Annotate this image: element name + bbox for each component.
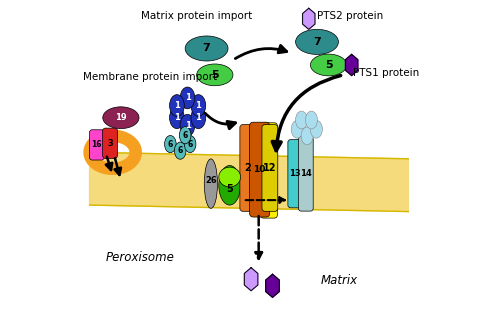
FancyBboxPatch shape — [249, 122, 269, 217]
FancyBboxPatch shape — [240, 125, 255, 211]
Ellipse shape — [305, 111, 317, 129]
Ellipse shape — [191, 107, 205, 128]
Ellipse shape — [218, 167, 240, 187]
Ellipse shape — [310, 120, 322, 138]
Ellipse shape — [102, 107, 139, 128]
Ellipse shape — [180, 87, 194, 109]
FancyBboxPatch shape — [298, 136, 312, 211]
Ellipse shape — [164, 135, 176, 153]
Text: PTS2 protein: PTS2 protein — [316, 11, 383, 21]
Ellipse shape — [291, 120, 303, 138]
Text: 1: 1 — [184, 121, 190, 130]
Text: Matrix: Matrix — [320, 274, 357, 287]
Text: 19: 19 — [115, 113, 126, 122]
Text: Membrane protein import: Membrane protein import — [83, 71, 217, 81]
Ellipse shape — [191, 95, 205, 117]
FancyBboxPatch shape — [102, 128, 117, 158]
Text: 10: 10 — [253, 165, 265, 174]
Text: 5: 5 — [211, 70, 218, 80]
Ellipse shape — [301, 127, 312, 145]
Text: 6: 6 — [167, 140, 173, 149]
Ellipse shape — [310, 54, 346, 76]
Polygon shape — [89, 152, 412, 212]
FancyBboxPatch shape — [287, 140, 302, 208]
Ellipse shape — [295, 29, 338, 54]
Ellipse shape — [184, 135, 196, 153]
Text: Matrix protein import: Matrix protein import — [141, 11, 252, 21]
Text: 5: 5 — [226, 184, 233, 194]
Text: 7: 7 — [312, 37, 320, 47]
Text: 3: 3 — [107, 139, 113, 148]
FancyBboxPatch shape — [89, 130, 104, 160]
Text: 1: 1 — [195, 101, 201, 110]
Text: 26: 26 — [204, 176, 216, 185]
FancyBboxPatch shape — [262, 125, 277, 211]
Text: 6: 6 — [177, 146, 183, 155]
Text: 16: 16 — [91, 140, 102, 149]
Ellipse shape — [185, 36, 227, 61]
Ellipse shape — [218, 166, 240, 205]
Ellipse shape — [204, 159, 217, 208]
Ellipse shape — [295, 111, 307, 129]
Ellipse shape — [174, 142, 185, 159]
Text: 7: 7 — [203, 43, 210, 54]
Text: 2: 2 — [244, 163, 251, 173]
Text: 1: 1 — [184, 93, 190, 102]
Ellipse shape — [180, 115, 194, 136]
Text: 13: 13 — [289, 169, 301, 178]
Ellipse shape — [169, 107, 184, 128]
Ellipse shape — [196, 64, 232, 86]
Ellipse shape — [169, 95, 184, 117]
Text: 1: 1 — [195, 113, 201, 122]
Polygon shape — [244, 268, 257, 291]
Text: PTS1 protein: PTS1 protein — [352, 68, 419, 78]
Text: 1: 1 — [174, 101, 180, 110]
Text: 6: 6 — [187, 140, 192, 149]
Ellipse shape — [179, 126, 191, 144]
Text: 1: 1 — [174, 113, 180, 122]
Polygon shape — [345, 54, 357, 75]
Text: 6: 6 — [182, 131, 187, 140]
FancyBboxPatch shape — [260, 123, 277, 218]
Text: 14: 14 — [299, 169, 311, 178]
Text: Peroxisome: Peroxisome — [106, 251, 175, 264]
Text: 5: 5 — [324, 60, 332, 70]
Polygon shape — [265, 274, 279, 297]
Polygon shape — [302, 8, 314, 29]
Text: 12: 12 — [263, 163, 276, 173]
